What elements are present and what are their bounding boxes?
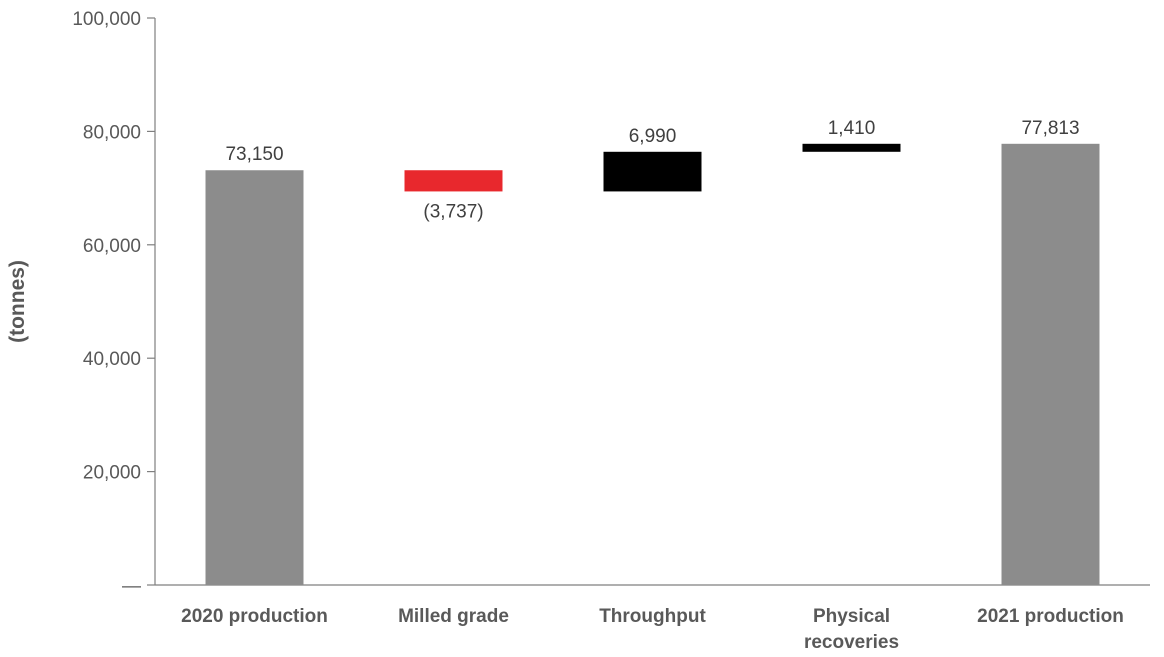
data-label: 73,150 xyxy=(225,144,283,165)
y-axis-ticks: — 20,000 40,000 60,000 80,000 100,000 xyxy=(72,9,155,597)
category-label: Throughput xyxy=(599,606,706,627)
category-label: Milled grade xyxy=(398,606,509,627)
category-labels-group: 2020 production Milled grade Throughput Phy… xyxy=(181,606,1124,653)
y-tick-label: 40,000 xyxy=(83,349,141,370)
bars-group xyxy=(205,143,1100,585)
bar-2020-production xyxy=(205,170,304,585)
bar-milled-grade xyxy=(404,170,503,192)
data-label: 77,813 xyxy=(1021,118,1079,139)
bar-physical-recoveries xyxy=(802,143,901,152)
data-label: 1,410 xyxy=(828,118,876,139)
data-label: 6,990 xyxy=(629,126,677,147)
y-tick-label: 60,000 xyxy=(83,236,141,257)
bar-throughput xyxy=(603,151,702,192)
bar-2021-production xyxy=(1001,143,1100,585)
category-label: 2021 production xyxy=(977,606,1124,627)
y-tick-label: 80,000 xyxy=(83,122,141,143)
category-label: 2020 production xyxy=(181,606,328,627)
category-label: recoveries xyxy=(804,632,899,653)
y-tick-label: 100,000 xyxy=(72,9,141,30)
data-labels-group: 73,150 (3,737) 6,990 1,410 77,813 xyxy=(225,118,1079,223)
y-axis-title: (tonnes) xyxy=(6,260,29,343)
data-label: (3,737) xyxy=(423,201,483,222)
y-tick-label: 20,000 xyxy=(83,463,141,484)
y-tick-label: — xyxy=(122,576,141,597)
category-label: Physical xyxy=(813,606,890,627)
